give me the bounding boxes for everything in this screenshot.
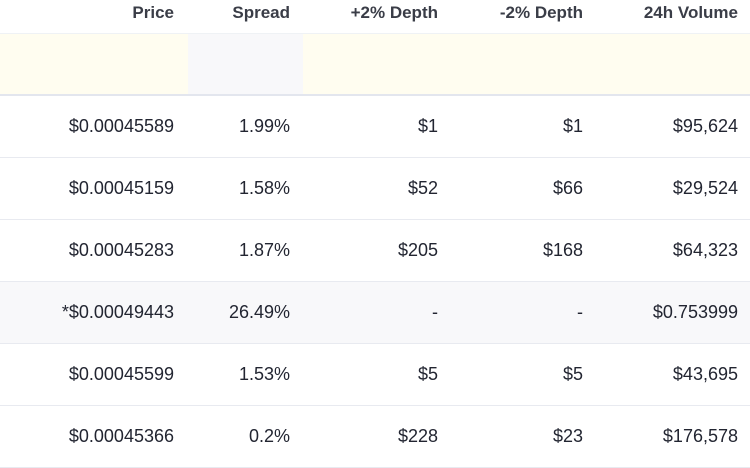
plus-depth-cell: - [432, 302, 438, 322]
volume-cell: $43,695 [672, 364, 738, 384]
minus-depth-cell: $66 [552, 178, 583, 198]
plus-depth-cell: $52 [407, 178, 438, 198]
table-row[interactable]: $0.00045283 1.87% $205 $168 $64,323 [0, 220, 750, 282]
spread-cell: 0.2% [248, 426, 290, 446]
spread-cell: 1.53% [238, 364, 290, 384]
volume-cell: $64,323 [672, 240, 738, 260]
minus-depth-cell: $23 [552, 426, 583, 446]
volume-column-header[interactable]: 24h Volume [643, 3, 738, 22]
volume-cell: $176,578 [662, 426, 738, 446]
volume-cell: $0.753999 [652, 302, 738, 322]
minus-depth-cell: $168 [542, 240, 583, 260]
spread-cell: 1.99% [238, 116, 290, 136]
loading-cell [303, 34, 750, 94]
minus-depth-cell: $1 [562, 116, 583, 136]
price-cell: $0.00045283 [68, 240, 174, 260]
loading-cell [188, 34, 303, 94]
price-cell: $0.00045159 [68, 178, 174, 198]
table-row[interactable]: $0.00045159 1.58% $52 $66 $29,524 [0, 158, 750, 220]
spread-cell: 1.87% [238, 240, 290, 260]
plus-depth-column-header[interactable]: +2% Depth [350, 3, 438, 22]
table-row[interactable]: $0.00045599 1.53% $5 $5 $43,695 [0, 344, 750, 406]
plus-depth-cell: $1 [417, 116, 438, 136]
price-cell: *$0.00049443 [61, 302, 174, 322]
spread-column-header[interactable]: Spread [232, 3, 290, 22]
price-cell: $0.00045599 [68, 364, 174, 384]
volume-cell: $95,624 [672, 116, 738, 136]
price-column-header[interactable]: Price [132, 3, 174, 22]
loading-cell [0, 34, 188, 94]
plus-depth-cell: $5 [417, 364, 438, 384]
plus-depth-cell: $205 [397, 240, 438, 260]
minus-depth-cell: - [577, 302, 583, 322]
price-cell: $0.00045589 [68, 116, 174, 136]
minus-depth-column-header[interactable]: -2% Depth [499, 3, 583, 22]
table-header: Price Spread +2% Depth -2% Depth 24h Vol… [0, 0, 750, 34]
minus-depth-cell: $5 [562, 364, 583, 384]
spread-cell: 1.58% [238, 178, 290, 198]
spread-cell: 26.49% [228, 302, 290, 322]
plus-depth-cell: $228 [397, 426, 438, 446]
table-row[interactable]: *$0.00049443 26.49% - - $0.753999 [0, 282, 750, 344]
highlighted-loading-row [0, 34, 750, 96]
volume-cell: $29,524 [672, 178, 738, 198]
table-row[interactable]: $0.00045589 1.99% $1 $1 $95,624 [0, 96, 750, 158]
table-row[interactable]: $0.00045366 0.2% $228 $23 $176,578 [0, 406, 750, 468]
price-cell: $0.00045366 [68, 426, 174, 446]
